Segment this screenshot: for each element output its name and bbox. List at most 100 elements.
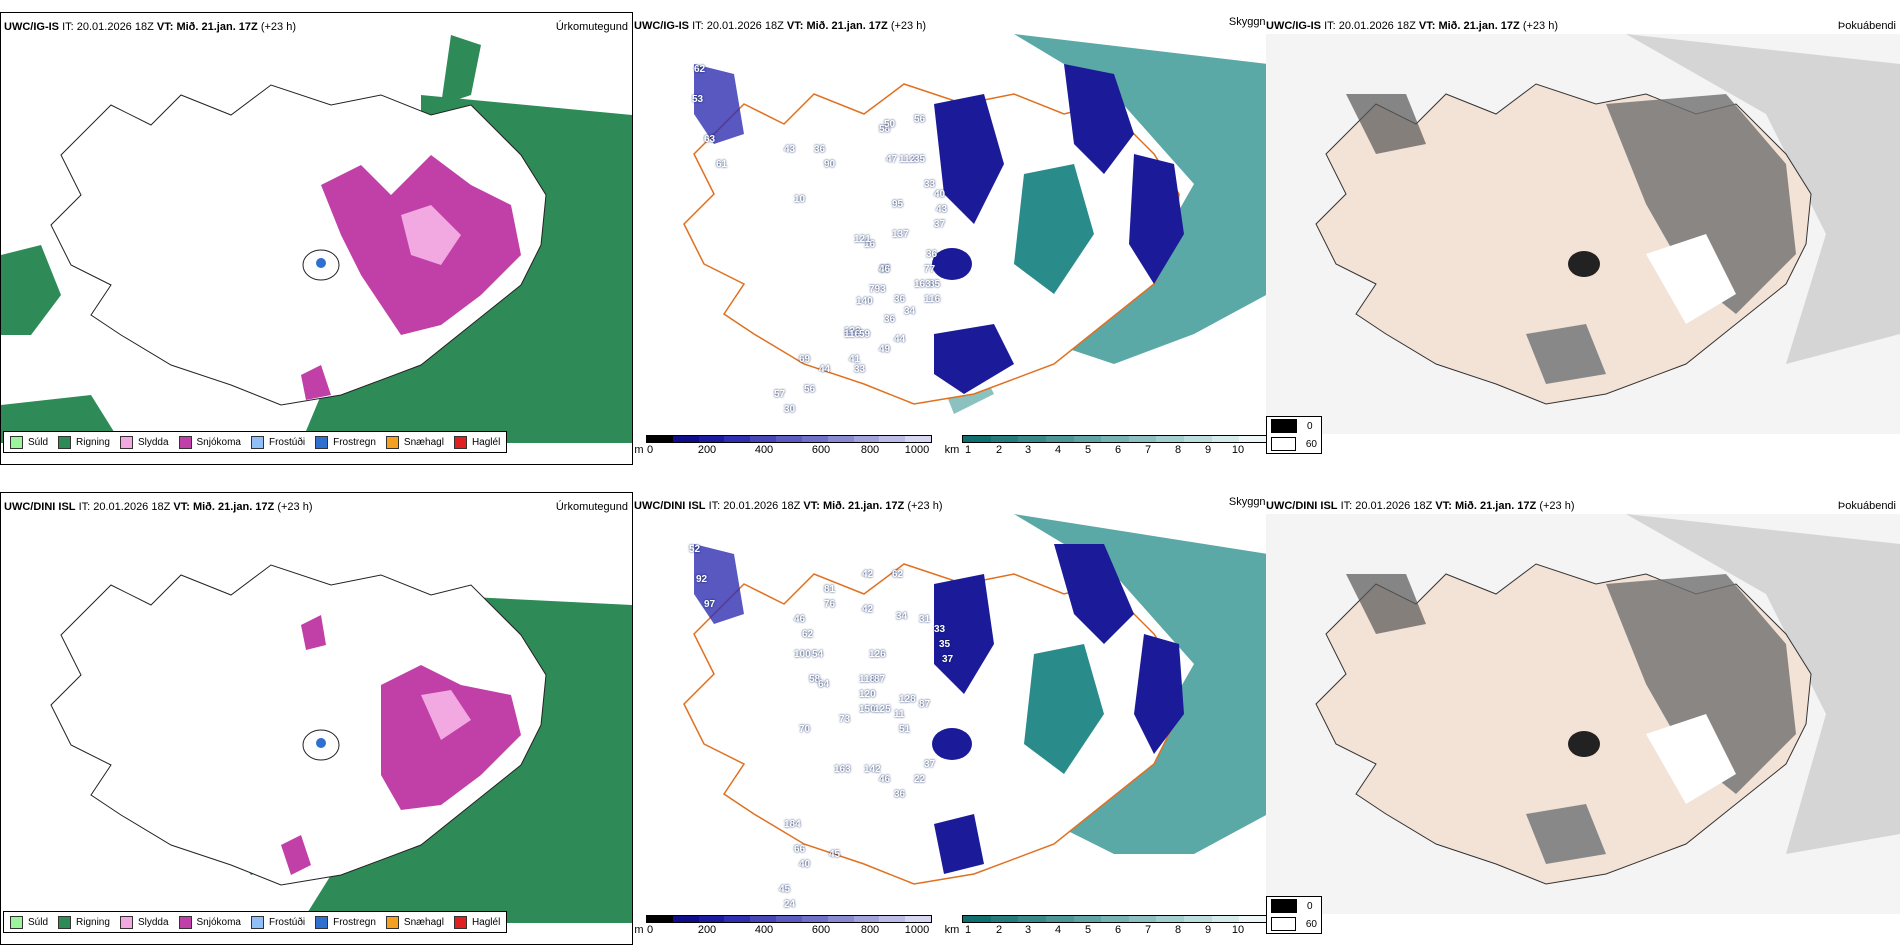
ceiling-unit: m	[634, 924, 644, 936]
cloud-panel-row2: UWC/DINI ISL IT: 20.01.2026 18Z VT: Mið.…	[634, 492, 1268, 945]
ceiling-tick: 0	[646, 444, 654, 456]
visibility-label-row1: Skyggni	[1228, 16, 1268, 28]
ceiling-value-label: 46	[794, 614, 806, 625]
legend-item-haglel: Haglél	[453, 915, 500, 929]
ceiling-value-label: 52	[689, 544, 701, 555]
ceiling-value-label: 34	[896, 611, 908, 622]
legend-item-snaehagl: Snæhagl	[385, 915, 444, 929]
precip-type-label-row1: Úrkomutegund	[555, 21, 628, 33]
fog-title-row1: UWC/IG-IS IT: 20.01.2026 18Z VT: Mið. 21…	[1266, 20, 1558, 32]
ceiling-value-label: 92	[696, 574, 708, 585]
ceiling-value-label: 63	[704, 134, 716, 145]
ceiling-value-label: 11	[894, 709, 905, 720]
ceiling-value-label: 46	[879, 264, 891, 275]
legend-swatch	[315, 915, 329, 929]
ceiling-value-label: 45	[779, 884, 791, 895]
legend-swatch	[119, 435, 133, 449]
ceiling-value-label: 30	[784, 404, 796, 415]
ceiling-value-label: 35	[914, 154, 926, 165]
ceiling-value-label: 90	[824, 159, 836, 170]
legend-item-rigning: Rigning	[58, 915, 110, 929]
ceiling-value-label: 150	[859, 704, 876, 715]
ceiling-value-label: 58	[809, 674, 821, 685]
precip-title-row2: UWC/DINI ISL IT: 20.01.2026 18Z VT: Mið.…	[4, 501, 313, 513]
ceiling-value-label: 44	[819, 364, 831, 375]
ceiling-colorbar-row2: m 0 200 400 600 800 1000	[634, 915, 932, 937]
legend-swatch	[10, 915, 23, 929]
ceiling-value-label: 163	[914, 279, 931, 290]
fog-map-row2	[1266, 514, 1900, 914]
visibility-unit: km	[944, 444, 960, 456]
fog-panel-row1: UWC/IG-IS IT: 20.01.2026 18Z VT: Mið. 21…	[1266, 12, 1900, 465]
legend-item-frostregn: Frostregn	[315, 915, 376, 929]
legend-item-frostregn: Frostregn	[315, 435, 376, 449]
ceiling-value-label: 137	[892, 229, 909, 240]
ceiling-value-label: 85	[929, 279, 941, 290]
ceiling-tick: 200	[697, 444, 717, 456]
visibility-tick: 2	[995, 924, 1003, 936]
ceiling-bar-row1	[646, 435, 932, 443]
legend-item-sudd: Súld	[10, 915, 48, 929]
legend-item-slydda: Slydda	[119, 915, 169, 929]
ceiling-value-label: 31	[919, 614, 931, 625]
ceiling-value-label: 57	[774, 389, 786, 400]
visibility-ticks-row2: km 1 2 3 4 5 6 7 8 9 10	[944, 923, 1268, 937]
visibility-tick: 5	[1084, 924, 1092, 936]
ceiling-value-label: 87	[919, 699, 931, 710]
visibility-tick: 10	[1231, 924, 1245, 936]
ceiling-value-label: 142	[864, 764, 881, 775]
legend-swatch	[453, 915, 467, 929]
ceiling-value-label: 24	[784, 899, 796, 910]
ceiling-value-label: 53	[692, 94, 704, 105]
ceiling-tick: 600	[811, 924, 831, 936]
ceiling-value-label: 49	[879, 344, 891, 355]
ceiling-value-label: 36	[894, 294, 906, 305]
ceiling-value-label: 42	[862, 569, 874, 580]
ceiling-value-label: 36	[894, 789, 906, 800]
legend-item-frostudi: Frostúði	[250, 435, 305, 449]
ceiling-value-label: 64	[818, 679, 830, 690]
ceiling-value-label: 47	[886, 154, 898, 165]
precip-map-row2	[50, 564, 632, 923]
ceiling-value-label: 40	[799, 859, 811, 870]
visibility-tick: 1	[964, 924, 972, 936]
visibility-tick: 9	[1204, 924, 1212, 936]
legend-swatch	[315, 435, 329, 449]
fog-legend-item: 60	[1267, 435, 1321, 453]
ceiling-value-label: 793	[869, 284, 886, 295]
precip-map-row1	[1, 35, 632, 443]
ceiling-value-label: 59	[859, 329, 871, 340]
visibility-tick: 9	[1204, 444, 1212, 456]
cloud-map-row2	[683, 514, 1268, 885]
ceiling-value-label: 123	[844, 326, 861, 337]
ceiling-value-label: 116	[844, 329, 861, 340]
ceiling-tick: 1000	[904, 924, 930, 936]
visibility-tick: 3	[1024, 924, 1032, 936]
fog-legend-row1: 0 60	[1266, 416, 1322, 454]
visibility-tick: 3	[1024, 444, 1032, 456]
visibility-tick: 6	[1114, 444, 1122, 456]
ceiling-value-label: 95	[892, 199, 904, 210]
visibility-tick: 6	[1114, 924, 1122, 936]
ceiling-value-label: 76	[824, 599, 836, 610]
fog-legend-item: 0	[1267, 897, 1321, 915]
legend-swatch	[453, 435, 467, 449]
visibility-tick: 2	[995, 444, 1003, 456]
legend-swatch	[58, 435, 72, 449]
fog-map-row1	[1266, 34, 1900, 434]
ceiling-value-label: 36	[814, 144, 826, 155]
ceiling-tick: 400	[754, 924, 774, 936]
ceiling-value-label: 97	[704, 599, 716, 610]
ceiling-value-label: 140	[856, 296, 873, 307]
ceiling-value-label: 118	[859, 674, 876, 685]
legend-swatch	[10, 435, 23, 449]
cloud-title-row2: UWC/DINI ISL IT: 20.01.2026 18Z VT: Mið.…	[634, 500, 943, 512]
legend-swatch	[385, 915, 399, 929]
ceiling-value-label: 116	[924, 294, 941, 305]
ceiling-value-label: 37	[924, 759, 936, 770]
ceiling-value-label: 51	[899, 724, 911, 735]
visibility-tick: 7	[1144, 924, 1152, 936]
visibility-tick: 4	[1054, 924, 1062, 936]
visibility-tick: 1	[964, 444, 972, 456]
ceiling-value-label: 100	[794, 649, 811, 660]
